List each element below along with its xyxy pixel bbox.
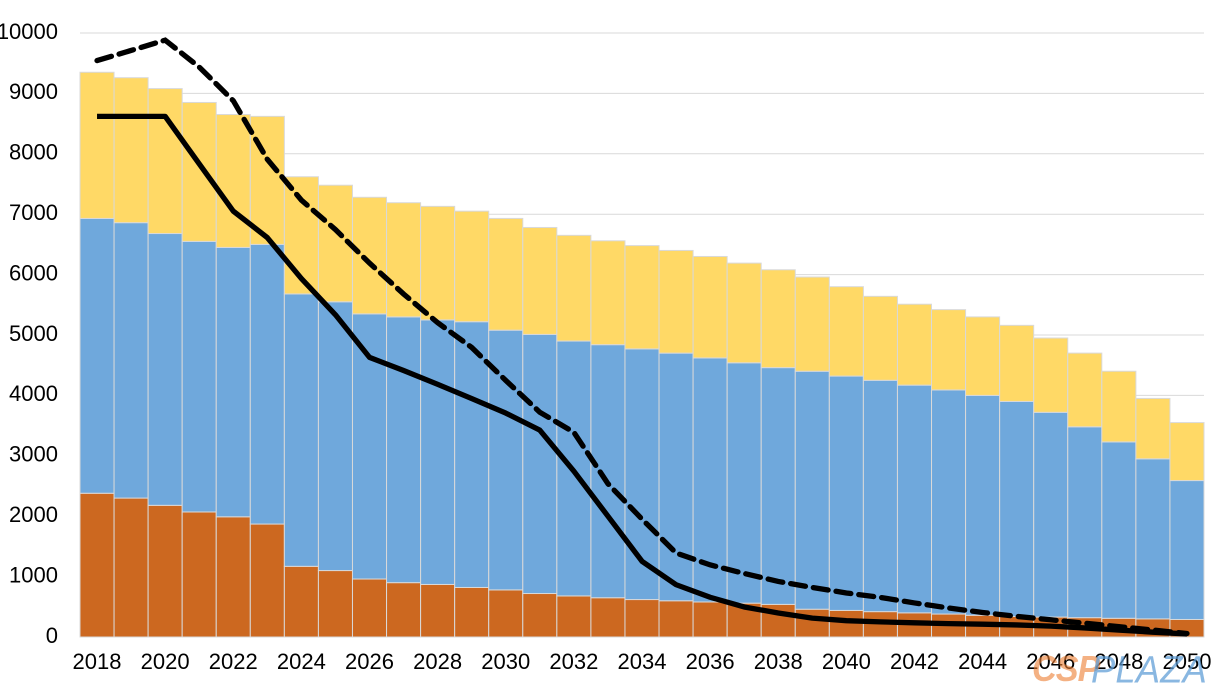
svg-text:7000: 7000 <box>9 200 58 225</box>
svg-text:2038: 2038 <box>754 649 803 674</box>
svg-text:1000: 1000 <box>9 562 58 587</box>
svg-text:2032: 2032 <box>549 649 598 674</box>
svg-text:2000: 2000 <box>9 502 58 527</box>
svg-text:2042: 2042 <box>890 649 939 674</box>
svg-text:9000: 9000 <box>9 79 58 104</box>
svg-text:10000: 10000 <box>0 19 58 44</box>
svg-text:5000: 5000 <box>9 321 58 346</box>
svg-text:2026: 2026 <box>345 649 394 674</box>
svg-text:4000: 4000 <box>9 381 58 406</box>
svg-text:2028: 2028 <box>413 649 462 674</box>
svg-text:8000: 8000 <box>9 140 58 165</box>
svg-text:2040: 2040 <box>822 649 871 674</box>
svg-text:2024: 2024 <box>277 649 326 674</box>
svg-text:2044: 2044 <box>958 649 1007 674</box>
svg-text:2022: 2022 <box>209 649 258 674</box>
svg-text:2034: 2034 <box>618 649 667 674</box>
svg-text:2020: 2020 <box>141 649 190 674</box>
svg-text:3000: 3000 <box>9 442 58 467</box>
svg-text:2018: 2018 <box>73 649 122 674</box>
svg-text:6000: 6000 <box>9 260 58 285</box>
svg-text:2036: 2036 <box>686 649 735 674</box>
svg-text:0: 0 <box>46 623 58 648</box>
svg-text:2030: 2030 <box>481 649 530 674</box>
